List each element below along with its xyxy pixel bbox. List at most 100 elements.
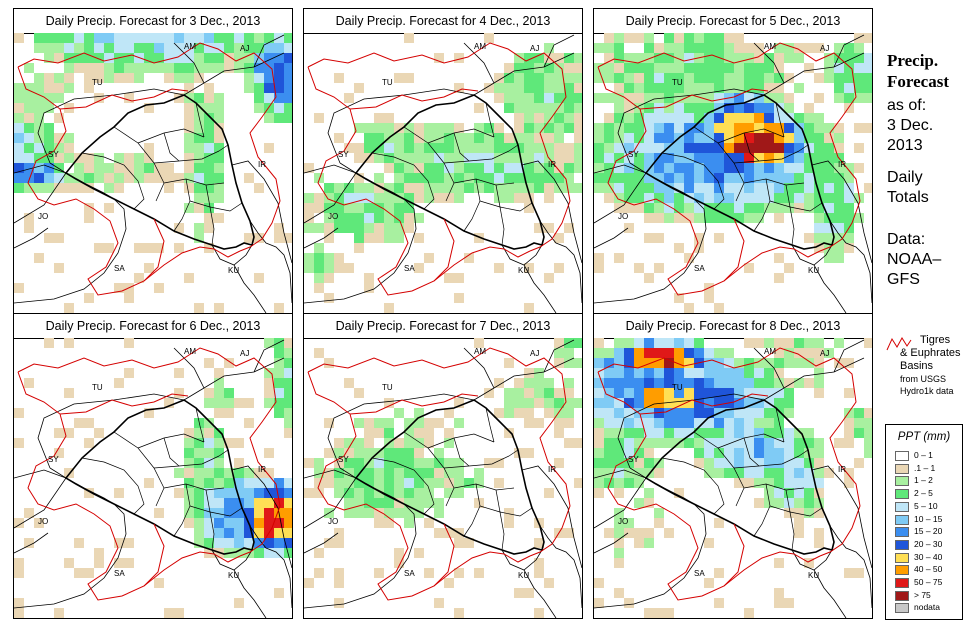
precip-cell bbox=[624, 378, 634, 388]
precip-cell bbox=[474, 478, 484, 488]
precip-cell bbox=[44, 233, 54, 243]
precip-cell bbox=[404, 33, 414, 43]
precip-cell bbox=[424, 568, 434, 578]
country-border bbox=[594, 164, 647, 174]
precip-cell bbox=[84, 183, 94, 193]
precip-cell bbox=[704, 368, 714, 378]
precip-cell bbox=[274, 43, 284, 53]
precip-cell bbox=[14, 103, 24, 113]
precip-cell bbox=[434, 448, 444, 458]
precip-cell bbox=[674, 63, 684, 73]
precip-cell bbox=[794, 488, 804, 498]
precip-cell bbox=[604, 438, 614, 448]
precip-cell bbox=[234, 548, 244, 558]
precip-cell bbox=[494, 133, 504, 143]
precip-cell bbox=[74, 163, 84, 173]
precip-cell bbox=[654, 518, 664, 528]
precip-cell bbox=[544, 378, 554, 388]
province-border bbox=[769, 505, 823, 517]
precip-cell bbox=[664, 398, 674, 408]
precip-cell bbox=[734, 378, 744, 388]
precip-cell bbox=[484, 133, 494, 143]
precip-cell bbox=[394, 558, 404, 568]
precip-cell bbox=[554, 233, 564, 243]
precip-cell bbox=[204, 213, 214, 223]
precip-cell bbox=[824, 253, 834, 263]
precip-cell bbox=[804, 163, 814, 173]
precip-cell bbox=[484, 83, 494, 93]
precip-cell bbox=[394, 408, 404, 418]
precip-cell bbox=[854, 143, 864, 153]
precip-cell bbox=[84, 63, 94, 73]
precip-cell bbox=[614, 448, 624, 458]
precip-cell bbox=[514, 183, 524, 193]
precip-cell bbox=[434, 173, 444, 183]
precip-cell bbox=[684, 53, 694, 63]
precip-cell bbox=[684, 348, 694, 358]
precip-cell bbox=[794, 173, 804, 183]
precip-cell bbox=[644, 428, 654, 438]
iraq-border bbox=[644, 399, 835, 555]
precip-cell bbox=[614, 528, 624, 538]
precip-cell bbox=[24, 133, 34, 143]
precip-cell bbox=[404, 183, 414, 193]
precip-cell bbox=[844, 73, 854, 83]
country-border bbox=[249, 220, 292, 304]
legend-label: nodata bbox=[914, 602, 940, 613]
precip-cell bbox=[214, 103, 224, 113]
country-label: SA bbox=[114, 569, 125, 578]
precip-cell bbox=[394, 183, 404, 193]
precip-cell bbox=[14, 133, 24, 143]
precip-cell bbox=[724, 113, 734, 123]
precip-cell bbox=[724, 183, 734, 193]
precip-cell bbox=[124, 53, 134, 63]
precip-cell bbox=[24, 378, 34, 388]
precip-cell bbox=[94, 428, 104, 438]
precip-cell bbox=[394, 548, 404, 558]
precip-cell bbox=[624, 358, 634, 368]
precip-cell bbox=[264, 508, 274, 518]
precip-cell bbox=[644, 63, 654, 73]
precip-cell bbox=[304, 488, 314, 498]
precip-cell bbox=[524, 73, 534, 83]
country-label: SY bbox=[338, 150, 349, 159]
precip-cell bbox=[204, 133, 214, 143]
precip-cell bbox=[214, 438, 224, 448]
precip-cell bbox=[464, 153, 474, 163]
precip-cell bbox=[634, 203, 644, 213]
precip-cell bbox=[104, 73, 114, 83]
precip-cell bbox=[594, 173, 604, 183]
precip-cell bbox=[94, 73, 104, 83]
precip-cell bbox=[644, 153, 654, 163]
precip-cell bbox=[434, 123, 444, 133]
precip-cell bbox=[144, 153, 154, 163]
country-border bbox=[594, 198, 707, 304]
precip-cell bbox=[164, 53, 174, 63]
precip-cell bbox=[224, 438, 234, 448]
precip-cell bbox=[554, 458, 564, 468]
precip-cell bbox=[204, 53, 214, 63]
precip-cell bbox=[364, 183, 374, 193]
precip-cell bbox=[284, 33, 292, 43]
province-border bbox=[189, 200, 243, 212]
legend-label: 50 – 75 bbox=[914, 577, 943, 587]
precip-cell bbox=[724, 53, 734, 63]
precip-cell bbox=[784, 193, 794, 203]
precip-cell bbox=[64, 303, 74, 313]
precip-cell bbox=[364, 468, 374, 478]
basin-boundary bbox=[349, 88, 479, 110]
precip-cell bbox=[334, 183, 344, 193]
precip-cell bbox=[524, 173, 534, 183]
province-border bbox=[508, 144, 519, 152]
precip-cell bbox=[224, 63, 234, 73]
precip-cell bbox=[264, 498, 274, 508]
precip-cell bbox=[794, 378, 804, 388]
precip-cell bbox=[844, 468, 854, 478]
precip-cell bbox=[324, 448, 334, 458]
precip-cell bbox=[604, 163, 614, 173]
precip-cell bbox=[554, 113, 564, 123]
precip-cell bbox=[764, 338, 774, 348]
precip-cell bbox=[684, 368, 694, 378]
precip-cell bbox=[414, 478, 424, 488]
precip-cell bbox=[244, 418, 254, 428]
